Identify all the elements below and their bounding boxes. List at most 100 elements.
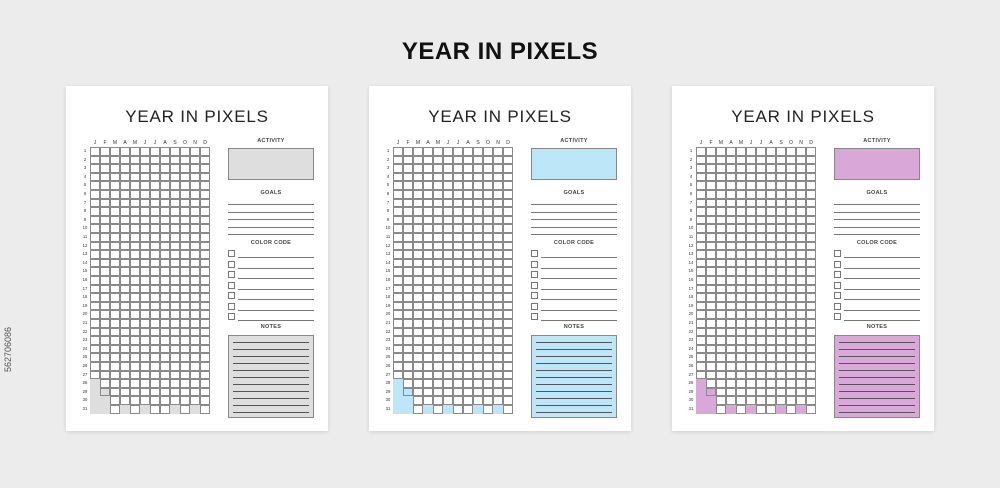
day-cell[interactable] — [503, 405, 513, 414]
day-cell[interactable] — [766, 336, 776, 345]
day-cell[interactable] — [100, 396, 110, 405]
day-cell[interactable] — [776, 293, 786, 302]
day-cell[interactable] — [756, 310, 766, 319]
day-cell[interactable] — [120, 224, 130, 233]
day-cell[interactable] — [806, 310, 816, 319]
day-cell[interactable] — [180, 362, 190, 371]
day-cell[interactable] — [453, 258, 463, 268]
day-cell[interactable] — [403, 198, 413, 208]
day-cell[interactable] — [150, 147, 160, 156]
day-cell[interactable] — [90, 250, 100, 259]
day-cell[interactable] — [130, 155, 140, 165]
color-code-line[interactable] — [541, 257, 617, 258]
day-cell[interactable] — [786, 267, 796, 276]
day-cell[interactable] — [160, 301, 170, 311]
day-cell[interactable] — [130, 310, 140, 319]
day-cell[interactable] — [706, 293, 716, 302]
day-cell[interactable] — [756, 301, 766, 311]
day-cell[interactable] — [130, 336, 140, 345]
day-cell[interactable] — [393, 164, 403, 173]
goal-line[interactable] — [531, 219, 617, 220]
color-swatch-checkbox[interactable] — [834, 250, 841, 257]
day-cell[interactable] — [483, 310, 493, 319]
day-cell[interactable] — [120, 276, 130, 285]
day-cell[interactable] — [120, 379, 130, 388]
color-swatch-checkbox[interactable] — [834, 281, 841, 289]
day-cell[interactable] — [493, 250, 503, 259]
day-cell[interactable] — [786, 215, 796, 225]
day-cell[interactable] — [473, 327, 483, 337]
day-cell[interactable] — [160, 267, 170, 276]
day-cell[interactable] — [756, 319, 766, 328]
day-cell[interactable] — [403, 147, 413, 156]
day-cell[interactable] — [433, 224, 443, 233]
day-cell[interactable] — [413, 164, 423, 173]
day-cell[interactable] — [493, 396, 503, 405]
day-cell[interactable] — [453, 327, 463, 337]
day-cell[interactable] — [393, 190, 403, 199]
day-cell[interactable] — [140, 224, 150, 233]
day-cell[interactable] — [453, 147, 463, 156]
day-cell[interactable] — [403, 327, 413, 337]
day-cell[interactable] — [150, 396, 160, 405]
day-cell[interactable] — [756, 336, 766, 345]
day-cell[interactable] — [473, 258, 483, 268]
day-cell[interactable] — [483, 198, 493, 208]
day-cell[interactable] — [726, 284, 736, 294]
day-cell[interactable] — [170, 319, 180, 328]
day-cell[interactable] — [393, 336, 403, 345]
day-cell[interactable] — [786, 310, 796, 319]
day-cell[interactable] — [463, 224, 473, 233]
day-cell[interactable] — [110, 336, 120, 345]
day-cell[interactable] — [796, 207, 806, 216]
day-cell[interactable] — [150, 310, 160, 319]
day-cell[interactable] — [796, 267, 806, 276]
day-cell[interactable] — [726, 215, 736, 225]
day-cell[interactable] — [100, 284, 110, 294]
day-cell[interactable] — [766, 319, 776, 328]
day-cell[interactable] — [766, 224, 776, 233]
day-cell[interactable] — [423, 344, 433, 354]
day-cell[interactable] — [110, 207, 120, 216]
day-cell[interactable] — [150, 370, 160, 380]
day-cell[interactable] — [453, 250, 463, 259]
day-cell[interactable] — [706, 258, 716, 268]
day-cell[interactable] — [736, 198, 746, 208]
day-cell[interactable] — [453, 224, 463, 233]
day-cell[interactable] — [726, 250, 736, 259]
day-cell[interactable] — [756, 233, 766, 242]
day-cell[interactable] — [696, 190, 706, 199]
day-cell[interactable] — [786, 293, 796, 302]
day-cell[interactable] — [160, 276, 170, 285]
day-cell[interactable] — [806, 353, 816, 362]
day-cell[interactable] — [503, 233, 513, 242]
day-cell[interactable] — [776, 181, 786, 190]
day-cell[interactable] — [190, 353, 200, 362]
day-cell[interactable] — [150, 405, 160, 414]
day-cell[interactable] — [766, 147, 776, 156]
day-cell[interactable] — [776, 267, 786, 276]
day-cell[interactable] — [160, 224, 170, 233]
day-cell[interactable] — [706, 284, 716, 294]
day-cell[interactable] — [403, 336, 413, 345]
day-cell[interactable] — [433, 276, 443, 285]
day-cell[interactable] — [776, 215, 786, 225]
day-cell[interactable] — [776, 319, 786, 328]
day-cell[interactable] — [200, 190, 210, 199]
day-cell[interactable] — [473, 241, 483, 251]
day-cell[interactable] — [413, 181, 423, 190]
color-swatch-checkbox[interactable] — [531, 313, 538, 320]
day-cell[interactable] — [806, 181, 816, 190]
day-cell[interactable] — [120, 215, 130, 225]
day-cell[interactable] — [453, 155, 463, 165]
day-cell[interactable] — [423, 379, 433, 388]
day-cell[interactable] — [393, 267, 403, 276]
day-cell[interactable] — [180, 344, 190, 354]
day-cell[interactable] — [190, 387, 200, 397]
day-cell[interactable] — [493, 241, 503, 251]
day-cell[interactable] — [453, 267, 463, 276]
day-cell[interactable] — [160, 310, 170, 319]
day-cell[interactable] — [796, 164, 806, 173]
day-cell[interactable] — [766, 190, 776, 199]
day-cell[interactable] — [120, 267, 130, 276]
